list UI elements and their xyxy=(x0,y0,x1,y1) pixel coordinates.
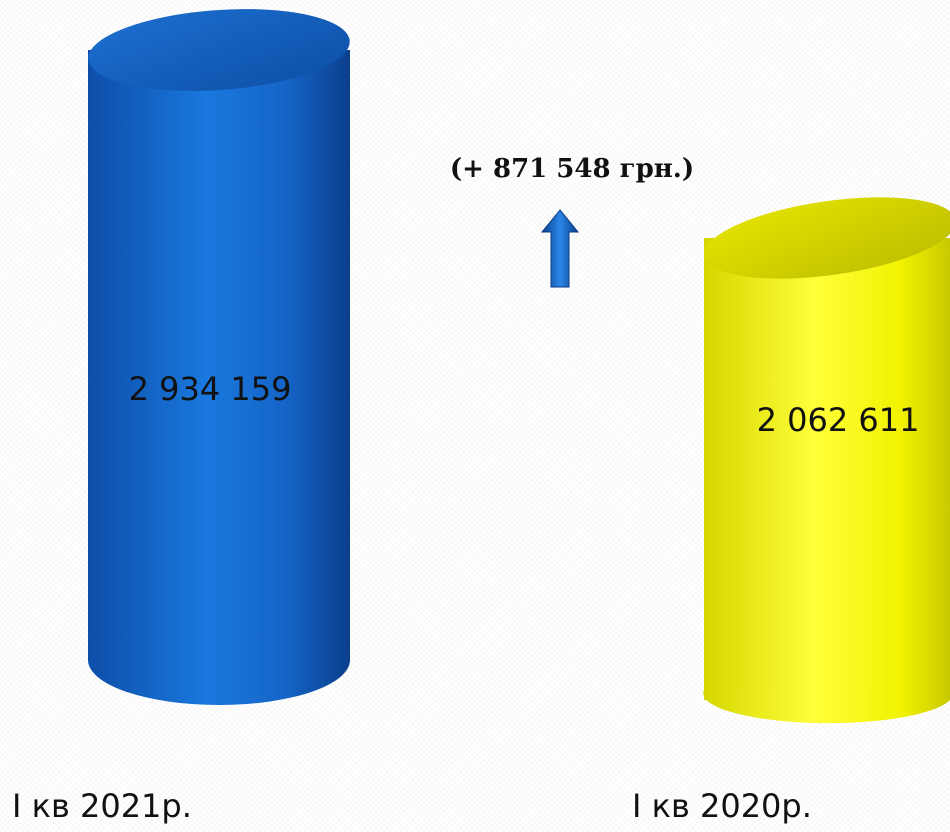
bar-2021: 2 934 159 xyxy=(88,9,350,705)
difference-annotation: (+ 871 548 грн.) xyxy=(450,154,694,184)
bar-2020-top xyxy=(704,197,950,279)
bar-2020: 2 062 611 xyxy=(703,197,950,724)
bar-2020-bottom xyxy=(703,690,950,724)
up-arrow-icon xyxy=(540,209,580,288)
bar-2021-body xyxy=(88,50,350,705)
bar-2020-body xyxy=(704,238,950,700)
bar-2021-value-label: 2 934 159 xyxy=(129,370,292,408)
category-label-2021: I кв 2021р. xyxy=(12,787,192,825)
bar-2020-value-label: 2 062 611 xyxy=(757,401,920,439)
bar-2021-top xyxy=(88,9,350,91)
category-label-2020: I кв 2020р. xyxy=(632,787,812,825)
